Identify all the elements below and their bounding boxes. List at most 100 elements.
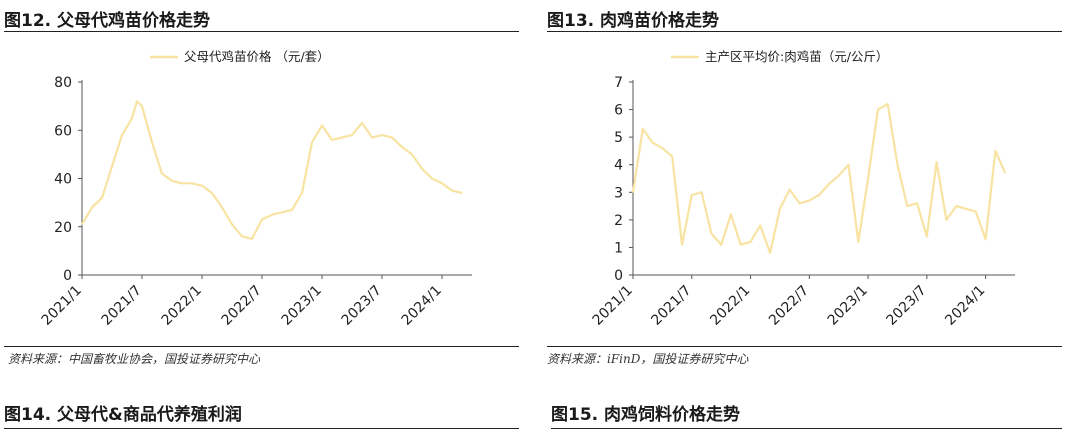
data-point (749, 241, 752, 243)
data-point (341, 136, 343, 139)
data-point (818, 194, 820, 196)
data-point (828, 183, 830, 185)
chart-parent-chick-price: 0 20 40 60 80 2021/1 2021/7 2022/1 2022/7 2023/1 2… (39, 49, 472, 329)
data-point (211, 192, 213, 194)
source-note: 资料来源：iFinD，国投证券研究中心 (547, 352, 749, 366)
data-point (720, 244, 722, 246)
x-tick-label: 2021/7 (99, 283, 145, 329)
data-point (161, 173, 163, 175)
data-point (121, 134, 123, 136)
data-point (701, 191, 703, 193)
title-divider (4, 428, 519, 429)
data-point (857, 241, 859, 243)
data-point (281, 211, 283, 213)
data-point (136, 100, 138, 102)
data-point (887, 103, 889, 105)
data-point (311, 141, 313, 143)
data-point (994, 150, 996, 152)
x-tick-label: 2024/1 (399, 283, 445, 329)
legend-label: 父母代鸡苗价格 （元/套） (184, 49, 330, 64)
data-point (411, 153, 413, 155)
data-point (632, 191, 634, 193)
source-note: 资料来源：中国畜牧业协会，国投证券研究中心 (8, 352, 261, 366)
x-tick-label: 2022/1 (707, 283, 753, 329)
data-point (441, 182, 443, 184)
x-tick-label: 2021/1 (39, 283, 85, 329)
data-point (221, 206, 223, 208)
data-point (181, 182, 183, 184)
data-point (1004, 172, 1006, 174)
data-point (906, 205, 908, 207)
data-point (461, 192, 463, 194)
data-point (965, 208, 967, 210)
title-divider (551, 428, 1062, 429)
y-tick-label: 1 (614, 240, 623, 256)
y-tick-label: 3 (614, 185, 623, 201)
data-point (730, 213, 732, 215)
data-point (171, 180, 173, 182)
x-tick-label: 2021/1 (590, 283, 636, 329)
y-tick-label: 0 (63, 268, 72, 284)
data-point (131, 117, 133, 119)
title-divider (4, 31, 519, 32)
y-tick-label: 40 (54, 172, 72, 188)
chart-title: 图13. 肉鸡苗价格走势 (547, 11, 720, 31)
title-divider (547, 31, 1062, 32)
data-point (231, 223, 233, 225)
y-tick-label: 0 (614, 268, 623, 284)
data-point (691, 194, 693, 196)
series-line (81, 100, 463, 240)
data-point (201, 185, 203, 187)
data-point (769, 252, 771, 254)
x-tick-label: 2022/7 (766, 283, 812, 329)
data-point (710, 233, 712, 235)
series-line (631, 102, 1007, 254)
x-tick-label: 2023/7 (339, 283, 385, 329)
data-point (431, 177, 433, 180)
data-point (301, 192, 303, 194)
chart-broiler-chick-price: 0 1 2 3 4 5 6 7 2021/1 2021/7 2022/1 2022/7 2023/1 20… (590, 49, 1015, 329)
data-point (191, 182, 193, 184)
data-point (808, 200, 810, 202)
data-point (141, 105, 143, 107)
data-point (81, 223, 83, 225)
data-point (361, 122, 363, 124)
data-point (321, 124, 323, 126)
x-tick-label: 2023/1 (825, 283, 871, 329)
data-point (381, 134, 383, 136)
data-point (91, 206, 93, 208)
data-point (331, 139, 333, 141)
data-point (759, 224, 761, 226)
chart-title: 图14. 父母代&商品代养殖利润 (4, 405, 242, 425)
x-tick-label: 2022/1 (159, 283, 205, 329)
x-tick-label: 2022/7 (219, 283, 265, 329)
data-point (101, 197, 103, 199)
y-tick-label: 80 (54, 75, 72, 91)
y-tick-label: 7 (614, 75, 623, 91)
data-point (391, 136, 393, 139)
x-tick-label: 2024/1 (942, 283, 988, 329)
x-tick-label: 2023/1 (279, 283, 325, 329)
x-tick-label: 2023/7 (884, 283, 930, 329)
data-point (401, 146, 403, 148)
data-point (151, 141, 153, 143)
data-point (652, 142, 654, 144)
data-point (291, 209, 293, 211)
y-tick-label: 2 (614, 213, 623, 229)
chart-title: 图15. 肉鸡饲料价格走势 (551, 405, 741, 425)
data-point (661, 147, 663, 149)
data-point (945, 219, 947, 221)
data-point (896, 164, 899, 166)
legend-label: 主产区平均价:肉鸡苗（元/公斤） (705, 49, 888, 64)
data-point (261, 218, 263, 221)
y-tick-label: 6 (614, 103, 623, 119)
data-point (451, 190, 453, 192)
data-point (681, 244, 683, 246)
data-point (111, 165, 113, 167)
data-point (251, 238, 253, 240)
data-point (642, 128, 644, 130)
chart-title: 图12. 父母代鸡苗价格走势 (4, 11, 211, 31)
data-point (847, 164, 850, 166)
data-point (241, 235, 243, 237)
y-tick-label: 60 (54, 123, 72, 139)
